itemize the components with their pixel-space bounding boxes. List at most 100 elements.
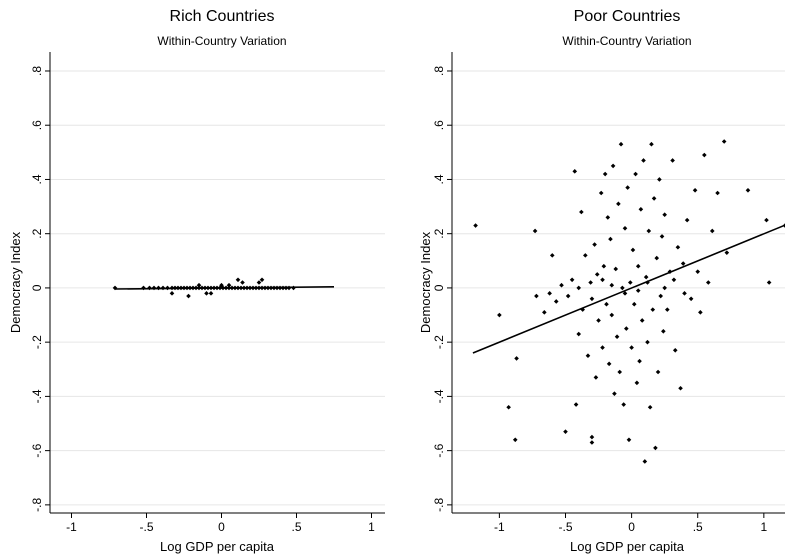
data-point bbox=[601, 263, 607, 269]
data-point bbox=[256, 280, 262, 285]
data-point bbox=[196, 282, 202, 288]
chart-title: Poor Countries bbox=[574, 8, 681, 25]
data-point bbox=[621, 402, 626, 407]
data-point bbox=[662, 285, 667, 291]
x-tick-label: 0 bbox=[628, 520, 635, 534]
data-point bbox=[596, 318, 601, 323]
data-point bbox=[698, 310, 703, 315]
data-point bbox=[613, 266, 619, 272]
data-point bbox=[643, 274, 649, 280]
data-point bbox=[625, 185, 630, 190]
data-point bbox=[542, 310, 547, 315]
data-point bbox=[627, 280, 633, 285]
data-point bbox=[588, 280, 593, 285]
data-point bbox=[645, 339, 650, 345]
y-tick-label: -.6 bbox=[432, 443, 446, 457]
data-point bbox=[259, 277, 265, 283]
data-point bbox=[622, 291, 628, 296]
data-point bbox=[745, 188, 751, 193]
data-point bbox=[662, 212, 667, 218]
data-point bbox=[709, 228, 715, 234]
data-point bbox=[612, 391, 617, 396]
data-point bbox=[497, 312, 502, 318]
data-point bbox=[576, 285, 582, 291]
data-point bbox=[624, 326, 629, 331]
x-tick-label: 1 bbox=[760, 520, 767, 534]
data-point bbox=[635, 288, 641, 293]
data-point bbox=[764, 217, 769, 223]
data-point bbox=[659, 234, 665, 239]
fit-line bbox=[114, 286, 335, 290]
data-point bbox=[653, 445, 658, 451]
data-point bbox=[649, 141, 654, 147]
data-point bbox=[614, 334, 620, 340]
x-axis-title: Log GDP per capita bbox=[570, 539, 685, 554]
y-tick-label: -.8 bbox=[432, 498, 446, 512]
data-point bbox=[766, 280, 772, 285]
data-point bbox=[585, 353, 591, 359]
y-tick-label: .6 bbox=[30, 120, 44, 130]
y-tick-label: .8 bbox=[30, 66, 44, 76]
data-point bbox=[650, 307, 656, 312]
data-point bbox=[622, 225, 628, 231]
data-point bbox=[680, 261, 686, 266]
data-point bbox=[658, 293, 664, 299]
data-point bbox=[226, 282, 232, 288]
y-tick-label: 0 bbox=[432, 284, 446, 291]
data-point bbox=[675, 244, 681, 250]
x-tick-label: -1 bbox=[494, 520, 505, 534]
data-point bbox=[631, 301, 637, 307]
data-point bbox=[655, 369, 661, 375]
y-tick-label: -.4 bbox=[432, 389, 446, 403]
data-point bbox=[506, 404, 511, 410]
data-point bbox=[610, 163, 616, 169]
data-point bbox=[208, 291, 214, 296]
data-point bbox=[639, 318, 645, 323]
data-point bbox=[559, 282, 564, 288]
data-point bbox=[594, 272, 600, 277]
data-point bbox=[169, 291, 175, 296]
data-point bbox=[606, 361, 612, 367]
y-tick-label: .8 bbox=[432, 66, 446, 76]
data-point bbox=[569, 277, 575, 283]
y-tick-label: -.2 bbox=[30, 335, 44, 349]
x-tick-label: .5 bbox=[693, 520, 703, 534]
data-point bbox=[642, 459, 648, 464]
data-point bbox=[661, 329, 666, 334]
data-point bbox=[592, 242, 597, 247]
data-point bbox=[688, 296, 694, 302]
data-point bbox=[721, 139, 727, 144]
data-point bbox=[600, 345, 605, 350]
data-point bbox=[678, 385, 683, 391]
data-point bbox=[565, 293, 571, 299]
data-point bbox=[637, 358, 642, 364]
data-point bbox=[219, 282, 224, 288]
data-point bbox=[633, 171, 638, 177]
data-point bbox=[670, 158, 675, 163]
data-point bbox=[112, 285, 118, 291]
data-point bbox=[618, 141, 624, 147]
x-axis-title: Log GDP per capita bbox=[160, 539, 275, 554]
x-tick-label: 1 bbox=[368, 520, 375, 534]
data-point bbox=[514, 356, 519, 361]
data-point bbox=[602, 171, 608, 177]
fit-line bbox=[472, 224, 785, 354]
data-point bbox=[589, 440, 595, 445]
y-tick-label: 0 bbox=[30, 284, 44, 291]
data-point bbox=[573, 402, 579, 407]
data-point bbox=[724, 250, 730, 255]
data-point bbox=[609, 312, 615, 318]
data-point bbox=[576, 331, 582, 337]
data-point bbox=[695, 269, 701, 274]
data-point bbox=[235, 277, 241, 283]
data-point bbox=[534, 293, 539, 299]
data-point bbox=[646, 228, 652, 234]
y-tick-label: -.2 bbox=[432, 335, 446, 349]
data-point bbox=[651, 196, 657, 201]
data-point bbox=[186, 293, 191, 299]
data-point bbox=[589, 434, 595, 440]
data-point bbox=[715, 190, 720, 196]
data-point bbox=[141, 285, 146, 291]
data-point bbox=[702, 152, 707, 158]
